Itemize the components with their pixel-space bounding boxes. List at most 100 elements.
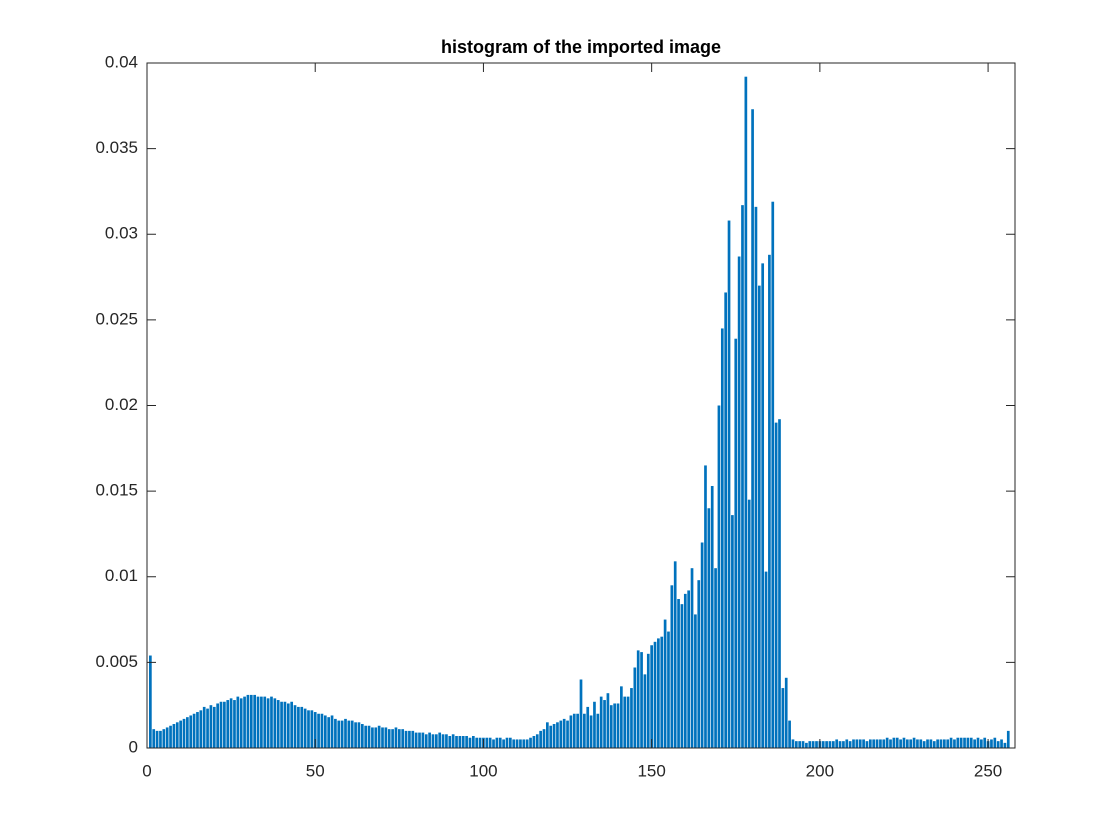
bar <box>239 698 243 748</box>
bar <box>283 701 287 748</box>
bar <box>980 739 983 748</box>
bar <box>657 638 660 748</box>
bar <box>741 205 744 748</box>
bar <box>522 739 526 748</box>
bar <box>532 736 536 748</box>
bar <box>549 725 553 748</box>
bar <box>552 724 556 748</box>
bar <box>973 739 976 748</box>
bar <box>502 739 505 748</box>
bar <box>155 730 159 748</box>
bar <box>468 737 472 748</box>
bar <box>909 739 913 748</box>
bar <box>929 739 933 748</box>
bar <box>781 688 785 748</box>
bar <box>593 701 596 748</box>
bar <box>418 732 421 748</box>
bar <box>761 263 765 748</box>
bar <box>290 701 294 748</box>
bar <box>505 737 509 748</box>
bar <box>445 734 448 748</box>
x-tick-label: 250 <box>974 761 1002 780</box>
bar <box>966 737 970 748</box>
bar <box>653 641 657 748</box>
bar <box>737 256 741 748</box>
bar <box>475 737 479 748</box>
y-tick-label: 0.02 <box>105 395 138 414</box>
bar <box>751 109 754 749</box>
bar <box>959 737 963 748</box>
chart-title: histogram of the imported image <box>441 37 721 57</box>
bar <box>646 653 650 748</box>
bar <box>774 422 778 748</box>
bar <box>710 485 714 748</box>
bar <box>347 720 351 748</box>
bar <box>1006 730 1010 748</box>
bar <box>414 732 418 748</box>
bar <box>263 696 267 748</box>
bar <box>747 499 751 748</box>
bar <box>724 292 728 748</box>
bar <box>152 729 156 748</box>
bar <box>734 338 738 748</box>
bar <box>683 593 687 748</box>
bar <box>663 619 667 748</box>
bar <box>939 739 943 748</box>
bar <box>609 705 613 748</box>
bar <box>535 734 539 748</box>
bar <box>172 724 176 748</box>
bar <box>149 655 152 748</box>
bar <box>993 737 997 748</box>
bar <box>983 737 987 748</box>
bar <box>899 739 902 748</box>
bar <box>650 645 653 748</box>
bar <box>556 722 559 748</box>
bar <box>434 734 438 748</box>
bar <box>162 729 166 748</box>
bar <box>838 741 842 748</box>
bar <box>835 739 839 748</box>
bar <box>801 741 805 748</box>
bar <box>616 703 620 748</box>
bar <box>879 739 882 748</box>
bar <box>411 730 415 748</box>
bar <box>697 580 701 748</box>
bar <box>212 706 216 748</box>
bar <box>778 419 781 748</box>
bar <box>633 667 637 748</box>
bar <box>256 696 260 748</box>
bar <box>424 734 428 748</box>
x-tick-label: 100 <box>469 761 497 780</box>
y-tick-label: 0.025 <box>95 309 138 328</box>
bar <box>233 700 236 748</box>
bar <box>943 739 946 748</box>
bar <box>539 730 542 748</box>
bar <box>875 739 879 748</box>
bar <box>357 722 361 748</box>
y-tick-label: 0.03 <box>105 224 138 243</box>
bar <box>542 729 546 748</box>
bar <box>236 696 240 748</box>
bar <box>260 696 263 748</box>
bar <box>902 737 906 748</box>
bar <box>976 737 980 748</box>
bar <box>764 571 768 748</box>
bar <box>196 712 199 748</box>
bar <box>572 713 576 748</box>
bar <box>492 739 495 748</box>
bar <box>889 739 892 748</box>
bar <box>455 736 458 748</box>
bar <box>293 705 297 748</box>
bar <box>327 717 331 748</box>
bar <box>569 715 573 748</box>
bar <box>620 686 623 748</box>
bar <box>953 739 956 748</box>
bar <box>885 737 889 748</box>
bar <box>485 737 489 748</box>
bar <box>808 741 812 748</box>
bar <box>643 674 647 748</box>
bar <box>512 739 516 748</box>
bar <box>963 737 966 748</box>
bar <box>606 693 610 748</box>
bar <box>360 724 364 748</box>
